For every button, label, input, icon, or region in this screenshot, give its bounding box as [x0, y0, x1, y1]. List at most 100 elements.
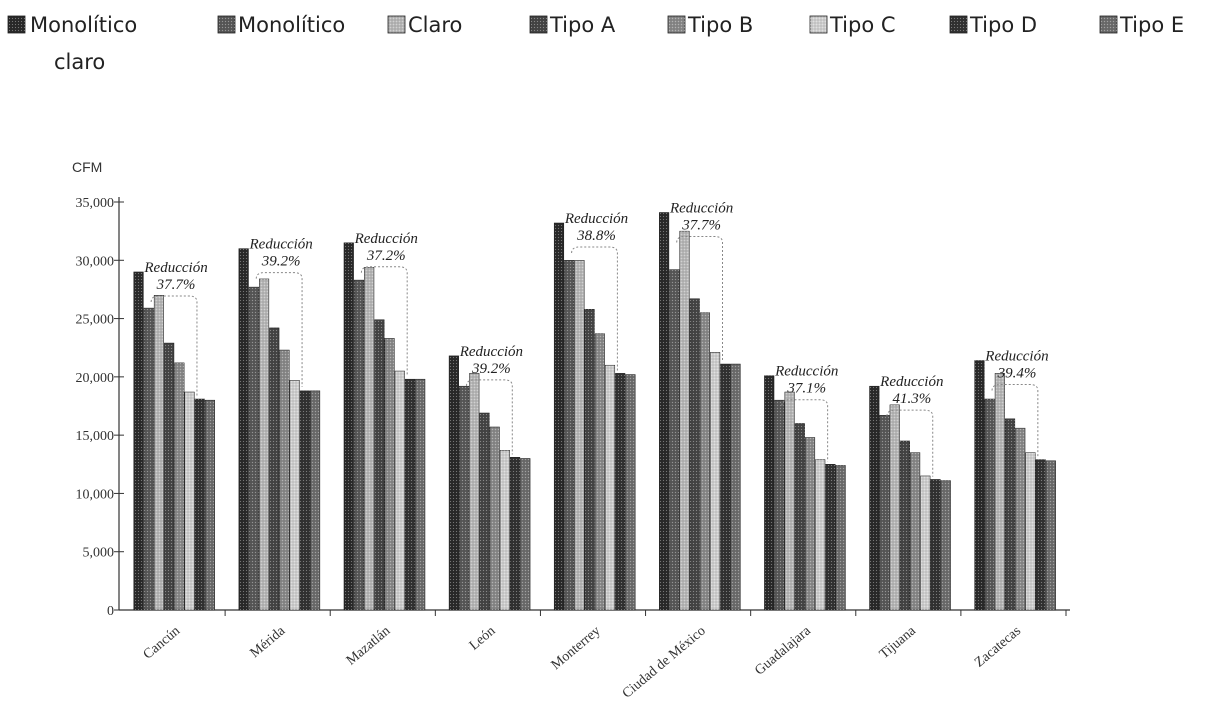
bar-texture — [489, 426, 500, 610]
bar-texture — [1015, 428, 1026, 610]
bar-texture — [205, 400, 215, 610]
reduction-bracket — [255, 272, 303, 387]
bar-texture — [700, 312, 710, 610]
bar-texture — [510, 457, 520, 610]
legend-label: Monolítico — [238, 13, 345, 37]
bar-texture — [625, 374, 636, 610]
bar-texture — [784, 392, 795, 610]
reduction-label: Reducción — [774, 364, 838, 380]
reduction-value: 38.8% — [576, 228, 616, 244]
y-tick-label: 10,000 — [76, 487, 115, 502]
y-tick-label: 5,000 — [83, 546, 115, 561]
legend-swatch-texture — [388, 16, 405, 33]
x-tick-label: Tijuana — [877, 623, 920, 662]
reduction-bracket — [676, 235, 724, 361]
bar-texture — [825, 464, 836, 610]
bar-texture — [374, 319, 385, 610]
bar-texture — [795, 423, 805, 610]
bar-texture — [364, 267, 374, 610]
reduction-value: 39.2% — [471, 361, 511, 377]
reduction-bracket — [360, 266, 408, 376]
bar-texture — [154, 295, 164, 610]
y-axis-label: CFM — [72, 159, 102, 175]
x-tick-label: Cancún — [141, 624, 183, 663]
legend-label: Tipo C — [829, 13, 896, 37]
x-tick-label: Mazatlán — [344, 624, 394, 669]
reduction-value: 41.3% — [892, 391, 931, 407]
reduction-label: Reducción — [984, 349, 1048, 365]
bar-texture — [995, 373, 1005, 610]
bar-texture — [564, 260, 574, 610]
bar-texture — [720, 364, 731, 610]
bar-texture — [194, 399, 205, 610]
bar-texture — [143, 308, 154, 610]
bar-texture — [269, 327, 280, 610]
legend-swatch-texture — [950, 16, 967, 33]
bar-texture — [164, 343, 174, 610]
bar-texture — [520, 458, 531, 610]
bar-texture — [930, 479, 941, 610]
legend-label: Tipo B — [687, 13, 753, 37]
reduction-label: Reducción — [249, 237, 313, 253]
bar-texture — [384, 338, 395, 610]
bar-texture — [710, 352, 720, 610]
bar-texture — [730, 364, 741, 610]
legend: Monolítico claro Monolítico Claro Tipo A Tipo… — [7, 13, 1184, 74]
reduction-bracket — [781, 399, 829, 462]
bar-texture — [910, 452, 920, 610]
legend-label: Tipo D — [969, 13, 1037, 37]
reduction-value: 39.2% — [261, 254, 301, 270]
legend-label: Tipo A — [549, 13, 616, 37]
y-tick-label: 0 — [107, 604, 114, 619]
legend-swatch-texture — [1100, 16, 1117, 33]
bar-texture — [584, 309, 595, 610]
reduction-bracket — [465, 379, 513, 455]
reduction-value: 39.4% — [997, 366, 1037, 382]
bar-texture — [679, 231, 690, 610]
bar-texture — [459, 386, 469, 610]
bar-texture — [889, 404, 900, 610]
legend-label: Tipo E — [1119, 13, 1184, 37]
reduction-bracket — [991, 384, 1039, 457]
reduction-bracket — [886, 409, 934, 477]
reduction-value: 37.7% — [156, 277, 196, 293]
bar-texture — [605, 365, 615, 610]
reduction-bracket — [150, 295, 198, 397]
y-tick-label: 35,000 — [76, 196, 115, 211]
bar-texture — [879, 415, 890, 610]
legend-swatch-texture — [530, 16, 547, 33]
bar-texture — [1025, 452, 1036, 610]
x-tick-label: Ciudad de México — [620, 624, 709, 702]
legend-swatch-texture — [218, 16, 235, 33]
reduction-value: 37.2% — [366, 248, 406, 264]
x-tick-label: Monterrey — [549, 624, 604, 673]
bar-texture — [974, 360, 985, 610]
bar-texture — [310, 390, 320, 610]
reduction-value: 37.7% — [681, 217, 721, 233]
bar-texture — [574, 260, 585, 610]
bar-texture — [184, 392, 195, 610]
x-tick-label: Zacatecas — [972, 624, 1024, 671]
bar-texture — [615, 373, 625, 610]
reduction-label: Reducción — [459, 344, 523, 360]
y-tick-label: 30,000 — [76, 254, 115, 269]
bar-texture — [815, 459, 826, 610]
bar-texture — [394, 371, 405, 610]
bar-texture — [669, 269, 680, 610]
bar-texture — [249, 287, 259, 610]
bar-texture — [900, 440, 910, 610]
bar-texture — [805, 437, 815, 610]
bar-texture — [1046, 460, 1056, 610]
bar-texture — [279, 350, 290, 610]
bar-texture — [449, 355, 459, 610]
bar-texture — [1035, 459, 1046, 610]
bar-texture — [984, 399, 995, 610]
bar-texture — [835, 465, 846, 610]
bar-texture — [238, 248, 249, 610]
bar-texture — [354, 280, 364, 610]
bar-texture — [659, 212, 669, 610]
reduction-label: Reducción — [143, 260, 207, 276]
plot-area: 0 5,000 10,000 15,000 20,000 25,000 30,000 35,0… — [76, 196, 1070, 702]
x-tick-label: Guadalajara — [752, 623, 814, 678]
